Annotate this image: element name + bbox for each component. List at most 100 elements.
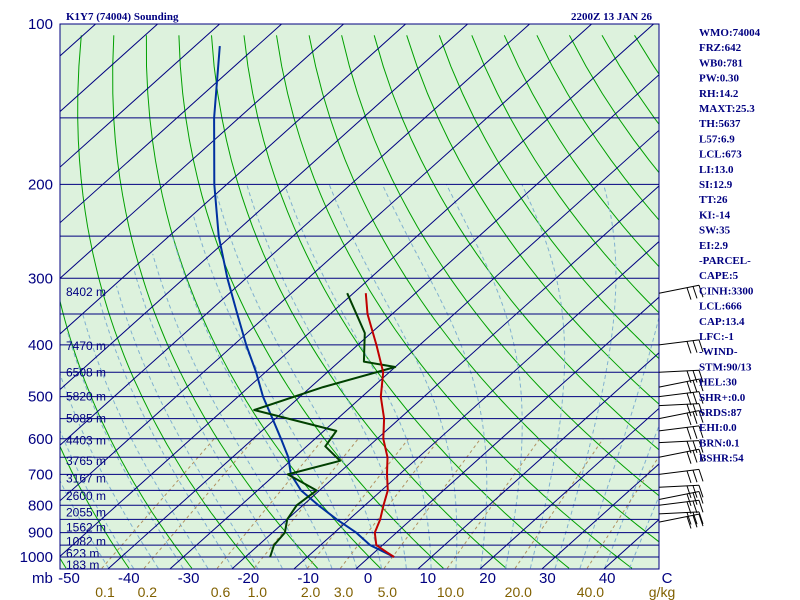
sounding-index: CAP:13.4 <box>699 316 745 328</box>
wind-barb-flag <box>692 426 698 439</box>
pressure-units-label: mb <box>32 570 53 587</box>
moist-adiabat <box>193 216 358 569</box>
wind-barb-flag <box>686 404 692 417</box>
wind-barb-flag <box>698 285 704 298</box>
wind-barb-flag <box>692 286 698 299</box>
wind-barb-staff <box>658 440 700 444</box>
wind-barb-flag <box>686 381 692 394</box>
isotherm <box>293 240 659 569</box>
pressure-label: 600 <box>28 431 53 448</box>
profile-lines <box>213 46 397 558</box>
dry-adiabat <box>373 35 659 451</box>
sounding-index: SW:35 <box>699 225 731 237</box>
moist-adiabat <box>381 184 488 569</box>
wind-barb-flag <box>698 440 704 453</box>
wind-barb-flag <box>686 485 692 499</box>
sounding-time: 2200Z 13 JAN 26 <box>571 11 652 23</box>
wind-barb-flag <box>692 403 698 417</box>
isotherm <box>60 24 406 335</box>
sounding-index: KI:-14 <box>699 209 731 221</box>
wind-barb-staff <box>658 425 700 432</box>
dry-adiabat <box>0 35 3 568</box>
pressure-label: 900 <box>28 525 53 542</box>
wind-barb-staff <box>658 339 700 346</box>
wind-barb <box>658 378 704 394</box>
sounding-index: BRN:0.1 <box>699 437 740 449</box>
wind-barb <box>658 410 704 426</box>
pressure-label: 1000 <box>20 549 53 566</box>
sounding-index: FRZ:642 <box>699 42 742 54</box>
mixing-ratio-label: 0.2 <box>138 584 158 600</box>
wind-barb-flag <box>692 492 698 505</box>
mixing-ratio-line <box>586 455 659 569</box>
wind-barb-flag <box>692 340 698 353</box>
sounding-index: TT:26 <box>699 194 728 206</box>
mixing-ratio-label: 20.0 <box>505 584 532 600</box>
mixing-ratio-label: 3.0 <box>334 584 354 600</box>
wind-barb-staff <box>658 284 700 294</box>
wind-barb <box>658 491 704 507</box>
wind-barb-flag <box>698 500 704 513</box>
mixing-ratio-line <box>514 438 604 569</box>
wind-barb <box>658 484 704 499</box>
wind-barb-flag <box>692 485 698 498</box>
isotherm <box>60 24 282 224</box>
isotherm <box>479 407 659 569</box>
sounding-index: EHI:0.0 <box>699 422 737 434</box>
wind-barb-staff <box>658 513 700 523</box>
wind-barb-flag <box>698 491 704 504</box>
mixing-ratio-label: 10.0 <box>437 584 464 600</box>
wind-barb <box>658 391 704 406</box>
wind-barb-flag <box>698 410 704 423</box>
wind-barb <box>658 339 704 354</box>
wind-barb-flag <box>692 515 698 528</box>
wind-barb-staff <box>658 391 700 398</box>
height-label: 623 m <box>66 547 99 561</box>
moist-adiabat <box>133 270 283 569</box>
wind-barb-flag <box>686 493 692 507</box>
wind-barb <box>658 499 704 514</box>
sounding-index: WMO:74004 <box>699 27 761 39</box>
wind-barb-flag <box>686 287 692 300</box>
sounding-index: LFC:-1 <box>699 331 734 343</box>
temperature-tick-label: -40 <box>118 570 140 587</box>
wind-barb-flag <box>698 513 704 527</box>
moist-adiabat <box>554 184 617 569</box>
pressure-label: 500 <box>28 389 53 406</box>
wind-barb-flag <box>692 392 698 405</box>
wind-barb-flag <box>698 339 704 353</box>
sounding-index: EI:2.9 <box>699 240 729 252</box>
sounding-index: SRDS:87 <box>699 407 742 419</box>
height-label: 1082 m <box>66 534 106 548</box>
dry-adiabat <box>406 35 659 405</box>
wind-barb-flag <box>686 451 692 464</box>
height-label: 2055 m <box>66 506 106 520</box>
wind-barb-flag <box>698 403 704 416</box>
sounding-index: HEL:30 <box>699 377 737 389</box>
wind-barb <box>658 369 704 383</box>
mixing-ratio-label: g/kg <box>649 584 675 600</box>
height-label: 1562 m <box>66 521 106 535</box>
moist-adiabat <box>66 329 184 569</box>
dry-adiabat <box>471 35 659 314</box>
dry-adiabat <box>308 35 659 543</box>
dewpoint-profile <box>253 292 397 558</box>
wind-barb <box>658 440 704 454</box>
dry-adiabat <box>732 35 800 568</box>
dry-adiabat <box>77 35 256 569</box>
wind-barb-staff <box>658 410 700 420</box>
wind-barb-flag <box>686 427 692 440</box>
pressure-label: 400 <box>28 337 53 354</box>
mixing-ratio-line <box>383 438 481 569</box>
moist-adiabat <box>629 495 659 569</box>
wind-barb <box>658 448 704 464</box>
sounding-index: CINH:3300 <box>699 285 754 297</box>
isotherm <box>60 24 344 280</box>
wind-barb-staff <box>658 491 700 500</box>
sounding-index: LCL:666 <box>699 301 742 313</box>
mixing-ratio-label: 1.0 <box>248 584 268 600</box>
wind-barb-flag <box>686 412 692 426</box>
sounding-index: BSHR:54 <box>699 453 744 465</box>
wind-barb-flag <box>686 392 692 406</box>
